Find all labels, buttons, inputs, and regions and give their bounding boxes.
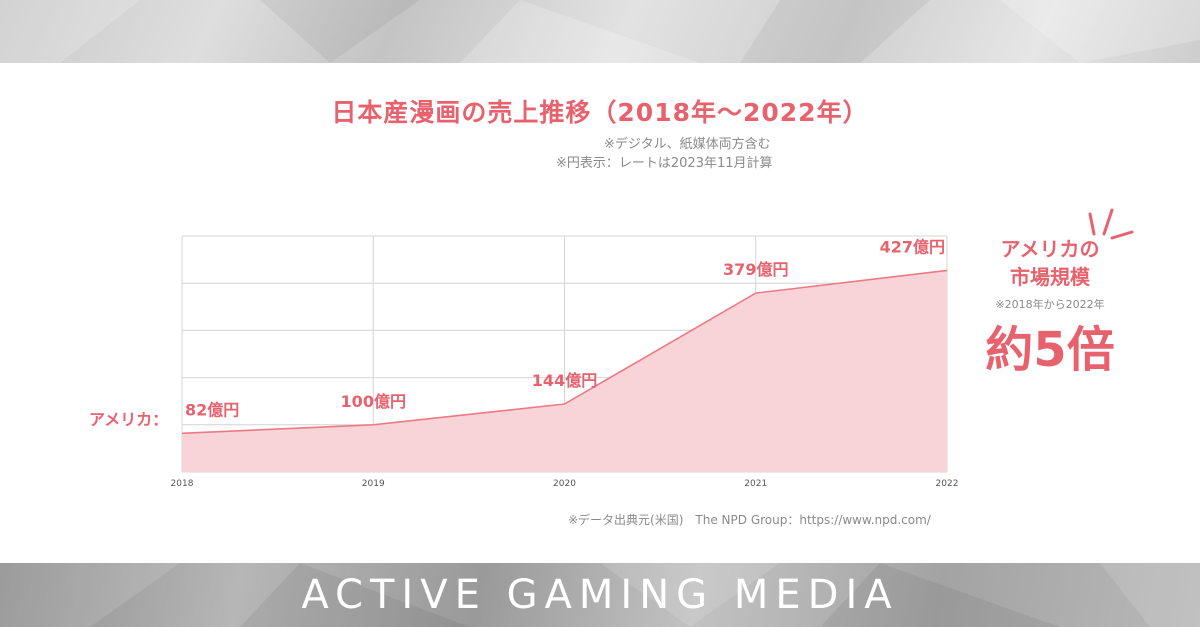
callout-heading: アメリカの 市場規模 <box>980 235 1120 291</box>
emphasis-burst-icon <box>1088 208 1134 240</box>
data-label: 82億円 <box>185 400 239 419</box>
area-fill <box>182 270 947 472</box>
source-credit: ※データ出典元(米国) The NPD Group：https://www.np… <box>568 513 931 527</box>
brand-logo-text: ACTIVE GAMING MEDIA <box>301 572 899 618</box>
x-tick-label: 2020 <box>553 479 576 489</box>
x-tick-label: 2018 <box>171 479 194 489</box>
data-label: 379億円 <box>723 260 788 279</box>
data-label: 427億円 <box>880 237 945 256</box>
x-tick-label: 2022 <box>936 479 959 489</box>
note-rate: ※円表示：レートは2023年11月計算 <box>556 156 773 171</box>
polygon-pattern <box>0 0 1200 63</box>
data-label: 144億円 <box>532 371 597 390</box>
data-label: 100億円 <box>341 392 406 411</box>
footer-band: ACTIVE GAMING MEDIA <box>0 563 1200 627</box>
callout-line1: アメリカの <box>1000 237 1100 261</box>
chart-title: 日本産漫画の売上推移（2018年～2022年） <box>331 98 869 127</box>
series-line <box>181 269 948 435</box>
x-tick-label: 2021 <box>744 479 767 489</box>
note-media: ※デジタル、紙媒体両方含む <box>604 137 771 152</box>
polygon-pattern <box>0 563 1200 627</box>
x-tick-label: 2019 <box>362 479 385 489</box>
callout-line2: 市場規模 <box>1010 265 1090 289</box>
header-decorative-band <box>0 0 1200 63</box>
callout-value: 約5倍 <box>985 322 1115 378</box>
series-side-label: アメリカ： <box>89 410 169 429</box>
callout-note: ※2018年から2022年 <box>995 298 1105 311</box>
